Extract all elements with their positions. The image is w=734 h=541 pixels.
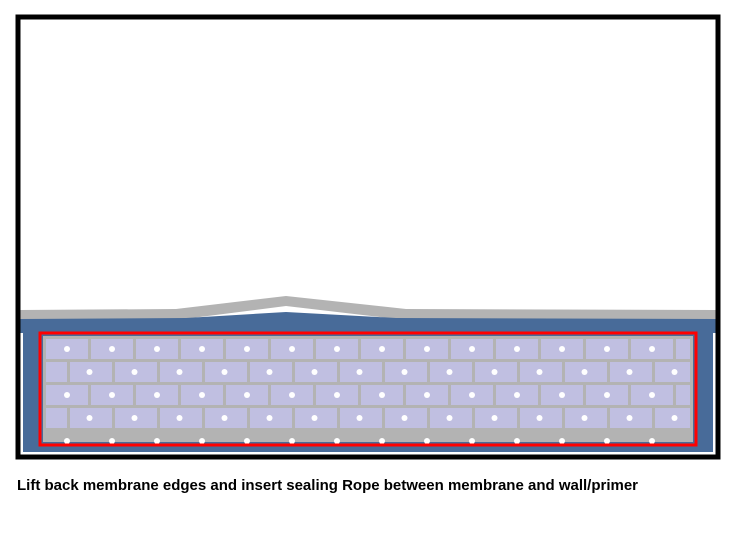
diagram-container: Lift back membrane edges and insert seal… — [0, 0, 734, 541]
diagram-caption: Lift back membrane edges and insert seal… — [17, 476, 697, 496]
diagram-svg — [0, 0, 734, 541]
